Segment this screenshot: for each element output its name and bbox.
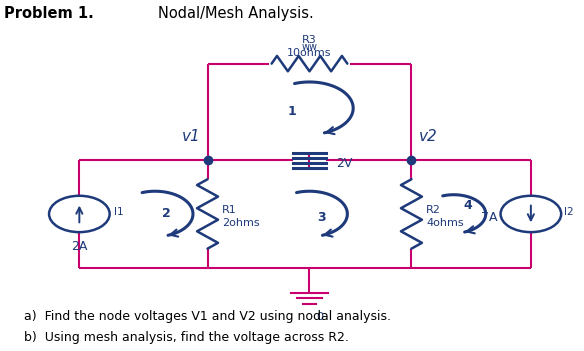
Text: 2ohms: 2ohms (222, 218, 260, 228)
Text: v2: v2 (418, 129, 437, 144)
Text: R1: R1 (222, 205, 237, 216)
Text: R2: R2 (426, 205, 441, 216)
Text: I1: I1 (114, 207, 124, 217)
Text: ww: ww (301, 42, 318, 52)
Text: v1: v1 (182, 129, 200, 144)
Text: 0: 0 (317, 312, 324, 322)
Text: R3: R3 (302, 35, 317, 45)
Text: 4: 4 (464, 199, 472, 212)
Text: 2V: 2V (336, 157, 353, 170)
Text: Problem 1.: Problem 1. (4, 6, 93, 21)
Text: 1: 1 (288, 105, 296, 118)
Text: 4ohms: 4ohms (426, 218, 464, 228)
Text: 10ohms: 10ohms (287, 48, 332, 58)
Text: I2: I2 (564, 207, 573, 217)
Text: 3: 3 (317, 211, 325, 224)
Text: Nodal/Mesh Analysis.: Nodal/Mesh Analysis. (158, 6, 314, 21)
Text: a)  Find the node voltages V1 and V2 using nodal analysis.: a) Find the node voltages V1 and V2 usin… (24, 310, 391, 323)
Text: b)  Using mesh analysis, find the voltage across R2.: b) Using mesh analysis, find the voltage… (24, 331, 349, 344)
Text: 2: 2 (162, 207, 171, 220)
Text: 7A: 7A (481, 211, 498, 224)
Text: 2A: 2A (71, 240, 88, 253)
